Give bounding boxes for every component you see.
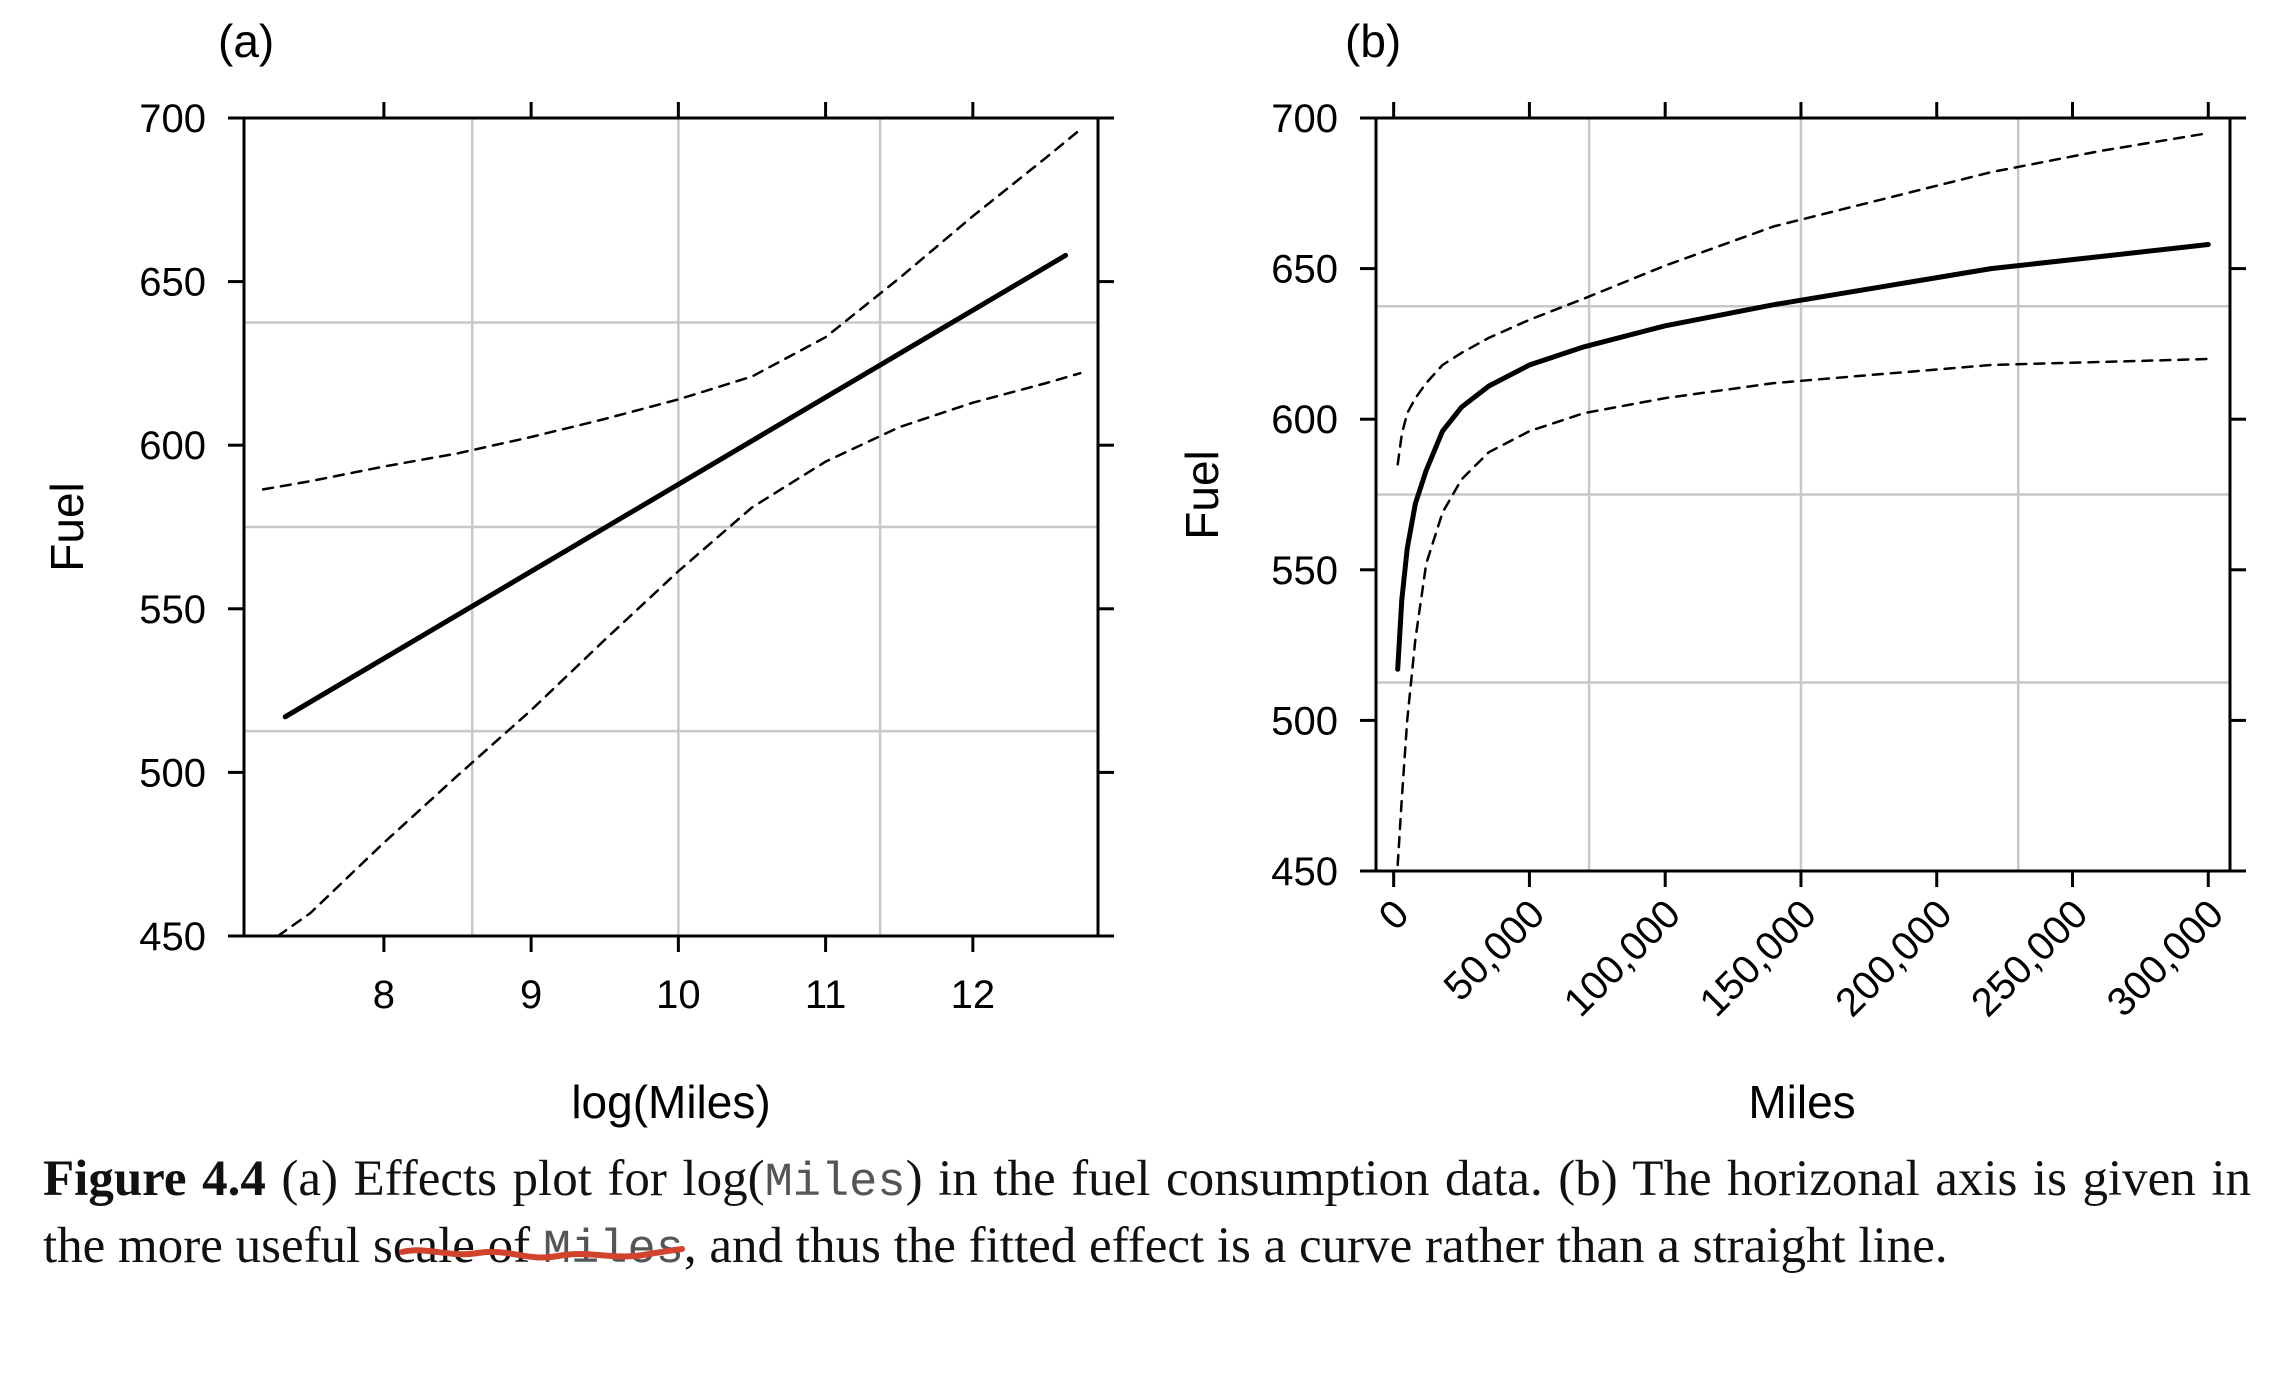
panel-a-ylabel: Fuel bbox=[41, 482, 93, 571]
panel-b-y-tick-label: 700 bbox=[1271, 97, 1338, 141]
panel-a-ticks: 8 9 10 11 12 450 500 550 600 650 700 bbox=[139, 97, 1114, 1017]
panel-a-y-tick-label: 700 bbox=[139, 97, 206, 141]
panel-a-x-tick-label: 12 bbox=[951, 973, 996, 1017]
panel-a-y-tick-label: 550 bbox=[139, 588, 206, 632]
panel-a-xlabel: log(Miles) bbox=[571, 1076, 770, 1128]
panel-b-x-tick-label: 300,000 bbox=[2099, 892, 2232, 1025]
panel-a-y-tick-label: 600 bbox=[139, 424, 206, 468]
panel-b-x-tick-label: 0 bbox=[1371, 892, 1418, 939]
panel-a-series bbox=[261, 128, 1082, 938]
panel-a-label: (a) bbox=[218, 15, 274, 67]
caption-text-1: (a) Effects plot for log( bbox=[281, 1151, 765, 1207]
panel-b-ylabel: Fuel bbox=[1176, 450, 1228, 539]
panel-b-lower-line bbox=[1396, 357, 2210, 867]
panel-b-x-tick-label: 50,000 bbox=[1436, 892, 1554, 1010]
panel-b-x-tick-label: 150,000 bbox=[1691, 892, 1824, 1025]
panel-a-y-tick-label: 450 bbox=[139, 915, 206, 959]
panel-a: (a) 8 9 10 11 12 450 500 550 600 650 700 log(Miles… bbox=[41, 15, 1114, 1128]
caption-code-1: Miles bbox=[764, 1157, 906, 1210]
handwritten-underline bbox=[399, 1246, 685, 1261]
panel-b-series bbox=[1395, 131, 2211, 867]
panel-b-label: (b) bbox=[1345, 15, 1401, 67]
panel-b: (b) 0 50,000 100,000 150,000 200,000 250,000 3… bbox=[1176, 15, 2246, 1128]
panel-a-x-tick-label: 9 bbox=[520, 973, 542, 1017]
panel-a-lower-line bbox=[276, 371, 1082, 938]
panel-b-fit-line bbox=[1395, 242, 2211, 672]
panel-a-x-tick-label: 11 bbox=[805, 973, 847, 1017]
panel-a-upper-line bbox=[261, 128, 1082, 491]
panel-a-grid bbox=[244, 118, 1098, 936]
figure: (a) 8 9 10 11 12 450 500 550 600 650 700 log(Miles… bbox=[41, 15, 2246, 1128]
panel-b-grid bbox=[1376, 118, 2230, 871]
panel-a-y-tick-label: 500 bbox=[139, 751, 206, 795]
panel-b-xlabel: Miles bbox=[1748, 1076, 1855, 1128]
panel-b-y-tick-label: 600 bbox=[1271, 398, 1338, 442]
panel-b-x-tick-label: 100,000 bbox=[1556, 892, 1689, 1025]
panel-b-y-tick-label: 500 bbox=[1271, 699, 1338, 743]
panel-a-fit-line bbox=[282, 252, 1069, 720]
caption-figure-label: Figure 4.4 bbox=[43, 1151, 266, 1207]
panel-b-y-tick-label: 550 bbox=[1271, 549, 1338, 593]
caption-text-2: ) in the fuel consumption data. (b) The … bbox=[43, 1151, 2251, 1274]
panel-b-x-tick-label: 250,000 bbox=[1963, 892, 2096, 1025]
caption-text-3: , and thus the fitted effect is a curve … bbox=[683, 1218, 1948, 1274]
figure-caption: Figure 4.4 (a) Effects plot for log(Mile… bbox=[43, 1148, 2251, 1282]
panel-b-x-tick-label: 200,000 bbox=[1827, 892, 1960, 1025]
panel-a-frame bbox=[242, 116, 1100, 938]
panel-a-x-tick-label: 10 bbox=[656, 973, 701, 1017]
panel-b-frame bbox=[1374, 116, 2232, 873]
panel-b-ticks: 0 50,000 100,000 150,000 200,000 250,000 300,0… bbox=[1271, 97, 2246, 1025]
panel-b-y-tick-label: 650 bbox=[1271, 248, 1338, 292]
panel-b-y-tick-label: 450 bbox=[1271, 850, 1338, 894]
panel-b-upper-line bbox=[1396, 131, 2210, 466]
panel-a-x-tick-label: 8 bbox=[373, 973, 395, 1017]
panel-a-y-tick-label: 650 bbox=[139, 261, 206, 305]
